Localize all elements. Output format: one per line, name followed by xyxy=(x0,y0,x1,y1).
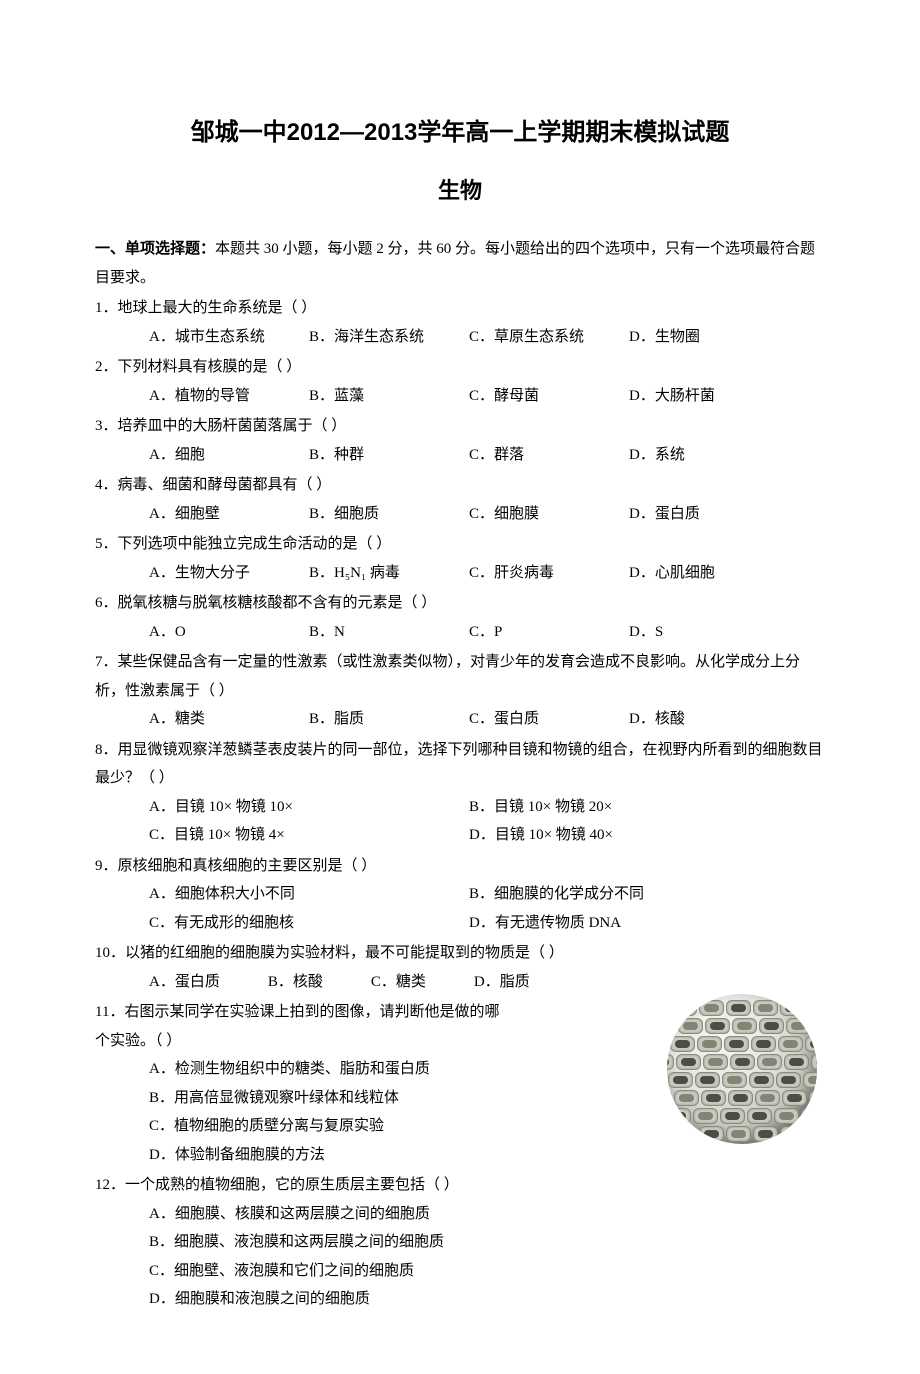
q7-stem: 7．某些保健品含有一定量的性激素（或性激素类似物），对青少年的发育会造成不良影响… xyxy=(95,648,825,705)
q10-opt-a: A．蛋白质 xyxy=(149,968,220,997)
q10-opt-b: B．核酸 xyxy=(268,968,323,997)
q1-opt-b: B．海洋生态系统 xyxy=(309,323,469,352)
q11-opt-d: D．体验制备细胞膜的方法 xyxy=(149,1141,825,1170)
q5-opt-d: D．心肌细胞 xyxy=(629,559,789,588)
q2-opt-a: A．植物的导管 xyxy=(149,382,309,411)
q5-opt-b: B．H₅N₁ 病毒 xyxy=(309,559,469,588)
q10-options: A．蛋白质 B．核酸 C．糖类 D．脂质 xyxy=(95,968,825,997)
q5-opt-a: A．生物大分子 xyxy=(149,559,309,588)
q6-opt-d: D．S xyxy=(629,618,789,647)
q7-options: A．糖类 B．脂质 C．蛋白质 D．核酸 xyxy=(95,705,825,734)
q1-stem: 1．地球上最大的生命系统是（ ） xyxy=(95,294,825,323)
q3-options: A．细胞 B．种群 C．群落 D．系统 xyxy=(95,441,825,470)
q7-opt-c: C．蛋白质 xyxy=(469,705,629,734)
q5-opt-c: C．肝炎病毒 xyxy=(469,559,629,588)
q2-opt-d: D．大肠杆菌 xyxy=(629,382,789,411)
q12-opt-b: B．细胞膜、液泡膜和这两层膜之间的细胞质 xyxy=(149,1228,825,1257)
q9-stem: 9．原核细胞和真核细胞的主要区别是（ ） xyxy=(95,852,825,881)
q1-opt-d: D．生物圈 xyxy=(629,323,789,352)
q3-opt-c: C．群落 xyxy=(469,441,629,470)
q9-opt-a: A．细胞体积大小不同 xyxy=(149,880,469,909)
q12-opt-c: C．细胞壁、液泡膜和它们之间的细胞质 xyxy=(149,1257,825,1286)
q8-opt-d: D．目镜 10× 物镜 40× xyxy=(469,821,789,850)
q10-opt-d: D．脂质 xyxy=(474,968,530,997)
microscope-cells xyxy=(667,994,817,1144)
q1-opt-a: A．城市生态系统 xyxy=(149,323,309,352)
section-heading: 一、单项选择题：本题共 30 小题，每小题 2 分，共 60 分。每小题给出的四… xyxy=(95,235,825,292)
q6-opt-b: B．N xyxy=(309,618,469,647)
q2-stem: 2．下列材料具有核膜的是（ ） xyxy=(95,353,825,382)
q7-opt-d: D．核酸 xyxy=(629,705,789,734)
q6-stem: 6．脱氧核糖与脱氧核糖核酸都不含有的元素是（ ） xyxy=(95,589,825,618)
q1-opt-c: C．草原生态系统 xyxy=(469,323,629,352)
q8-stem: 8．用显微镜观察洋葱鳞茎表皮装片的同一部位，选择下列哪种目镜和物镜的组合，在视野… xyxy=(95,736,825,793)
q7-opt-b: B．脂质 xyxy=(309,705,469,734)
q5-options: A．生物大分子 B．H₅N₁ 病毒 C．肝炎病毒 D．心肌细胞 xyxy=(95,559,825,588)
q8-options: A．目镜 10× 物镜 10× B．目镜 10× 物镜 20× C．目镜 10×… xyxy=(95,793,825,850)
q8-opt-b: B．目镜 10× 物镜 20× xyxy=(469,793,789,822)
q8-opt-a: A．目镜 10× 物镜 10× xyxy=(149,793,469,822)
q5-stem: 5．下列选项中能独立完成生命活动的是（ ） xyxy=(95,530,825,559)
section-label: 一、单项选择题： xyxy=(95,241,215,257)
q6-opt-a: A．O xyxy=(149,618,309,647)
q12-opt-a: A．细胞膜、核膜和这两层膜之间的细胞质 xyxy=(149,1200,825,1229)
q1-options: A．城市生态系统 B．海洋生态系统 C．草原生态系统 D．生物圈 xyxy=(95,323,825,352)
microscope-field-circle xyxy=(667,994,817,1144)
q9-opt-d: D．有无遗传物质 DNA xyxy=(469,909,789,938)
q2-options: A．植物的导管 B．蓝藻 C．酵母菌 D．大肠杆菌 xyxy=(95,382,825,411)
microscope-image xyxy=(667,994,817,1144)
page-title-sub: 生物 xyxy=(95,170,825,212)
q9-opt-b: B．细胞膜的化学成分不同 xyxy=(469,880,789,909)
q3-stem: 3．培养皿中的大肠杆菌菌落属于（ ） xyxy=(95,412,825,441)
q4-opt-a: A．细胞壁 xyxy=(149,500,309,529)
q9-options: A．细胞体积大小不同 B．细胞膜的化学成分不同 C．有无成形的细胞核 D．有无遗… xyxy=(95,880,825,937)
q3-opt-b: B．种群 xyxy=(309,441,469,470)
q2-opt-c: C．酵母菌 xyxy=(469,382,629,411)
q4-options: A．细胞壁 B．细胞质 C．细胞膜 D．蛋白质 xyxy=(95,500,825,529)
q6-options: A．O B．N C．P D．S xyxy=(95,618,825,647)
q10-opt-c: C．糖类 xyxy=(371,968,426,997)
q3-opt-a: A．细胞 xyxy=(149,441,309,470)
q10-stem: 10．以猪的红细胞的细胞膜为实验材料，最不可能提取到的物质是（ ） xyxy=(95,939,825,968)
q6-opt-c: C．P xyxy=(469,618,629,647)
q12-options: A．细胞膜、核膜和这两层膜之间的细胞质 B．细胞膜、液泡膜和这两层膜之间的细胞质… xyxy=(95,1200,825,1314)
q7-opt-a: A．糖类 xyxy=(149,705,309,734)
q8-opt-c: C．目镜 10× 物镜 4× xyxy=(149,821,469,850)
q3-opt-d: D．系统 xyxy=(629,441,789,470)
q12-opt-d: D．细胞膜和液泡膜之间的细胞质 xyxy=(149,1285,825,1314)
q2-opt-b: B．蓝藻 xyxy=(309,382,469,411)
q4-stem: 4．病毒、细菌和酵母菌都具有（ ） xyxy=(95,471,825,500)
q11-container: 11．右图示某同学在实验课上拍到的图像，请判断他是做的哪 个实验。（ ） A．检… xyxy=(95,998,825,1169)
q4-opt-b: B．细胞质 xyxy=(309,500,469,529)
q4-opt-c: C．细胞膜 xyxy=(469,500,629,529)
page-title-main: 邹城一中2012—2013学年高一上学期期末模拟试题 xyxy=(95,110,825,156)
q9-opt-c: C．有无成形的细胞核 xyxy=(149,909,469,938)
q12-stem: 12．一个成熟的植物细胞，它的原生质层主要包括（ ） xyxy=(95,1171,825,1200)
q4-opt-d: D．蛋白质 xyxy=(629,500,789,529)
